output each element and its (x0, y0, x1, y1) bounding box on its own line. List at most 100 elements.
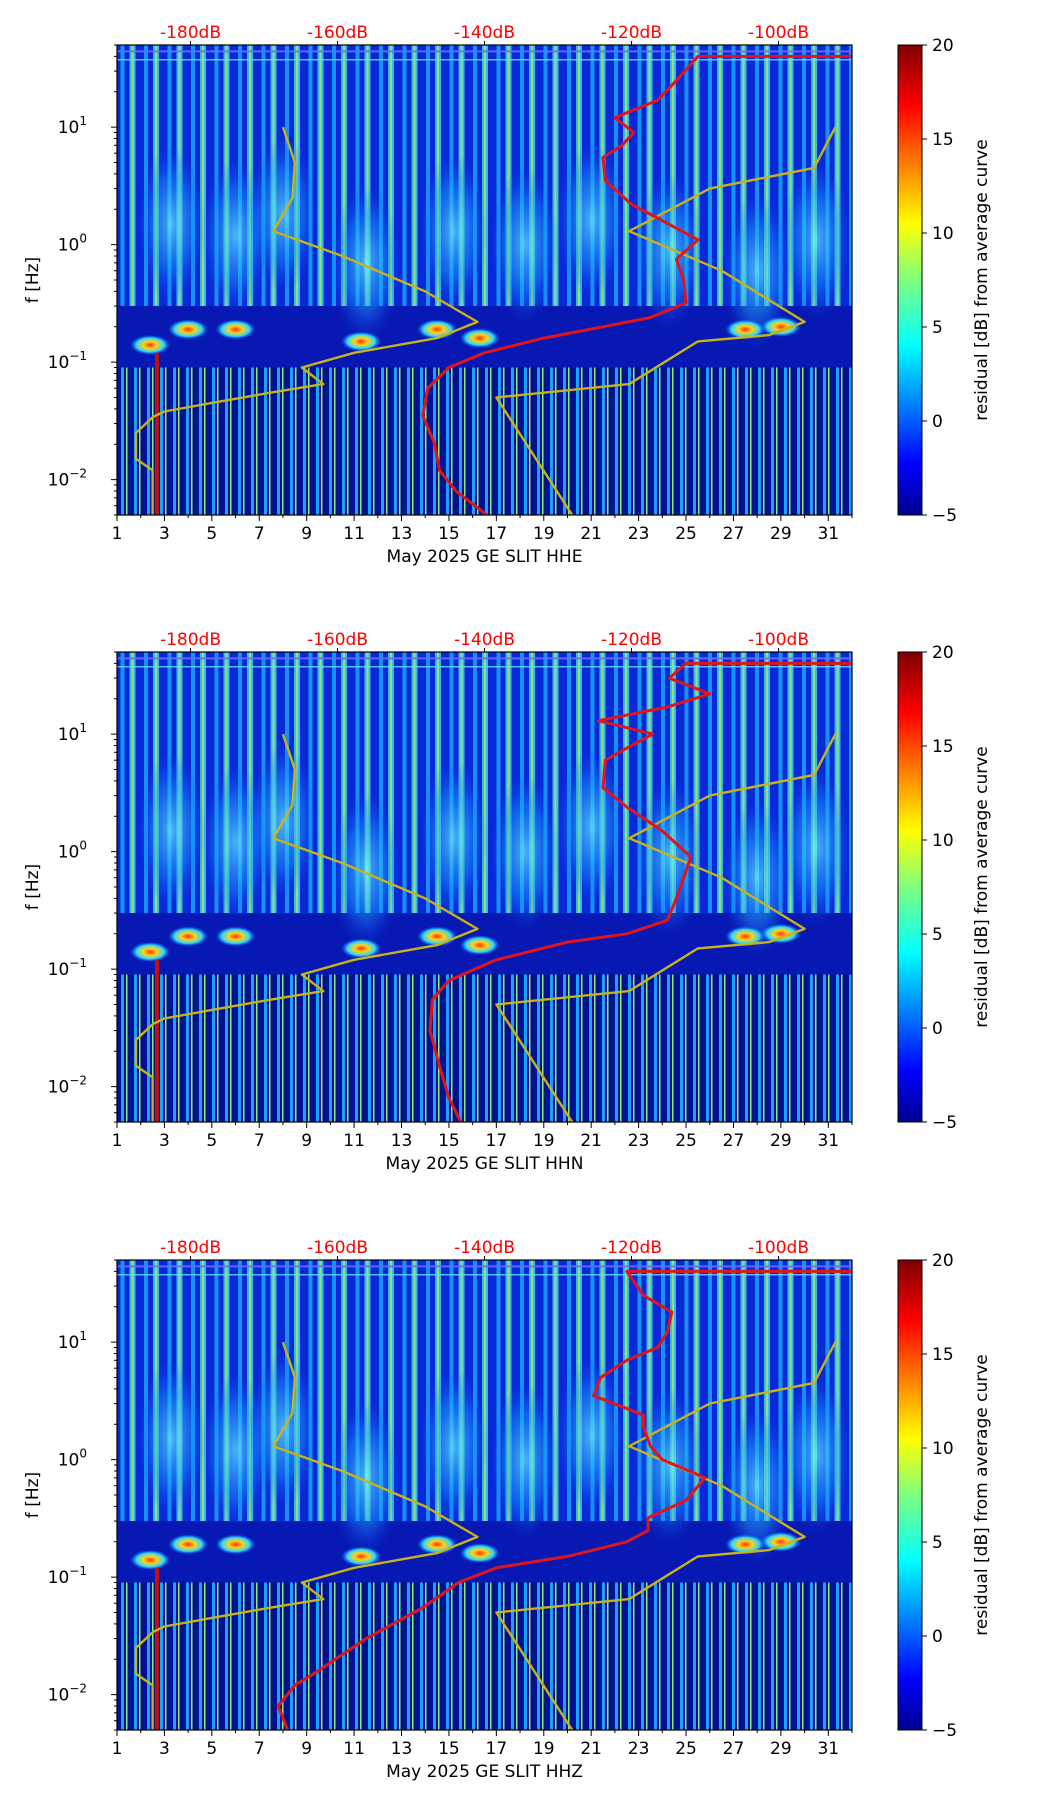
x-tick-label: 5 (206, 524, 217, 544)
y-tick-label: 101 (58, 1329, 87, 1353)
y-tick-label: 10−1 (48, 349, 87, 373)
x-tick-label: 1 (112, 1131, 123, 1151)
x-tick-label: 19 (533, 524, 555, 544)
top-axis-db-label: -180dB (160, 1238, 221, 1258)
heatmap-hotspot (130, 334, 171, 355)
colorbar-tick-label: 15 (932, 130, 954, 150)
y-tick-label: 10−2 (48, 1682, 87, 1706)
plot-area (117, 1260, 852, 1730)
x-tick-label: 15 (438, 1739, 460, 1759)
x-tick-label: 5 (206, 1739, 217, 1759)
y-tick-label: 10−1 (48, 1564, 87, 1588)
heatmap-hf-line (117, 59, 852, 61)
heatmap-hotspot (417, 926, 458, 947)
heatmap-hotspot (760, 316, 801, 337)
x-tick-label: 11 (343, 524, 365, 544)
x-tick-label: 5 (206, 1131, 217, 1151)
heatmap-event-plume (635, 1387, 704, 1544)
x-tick-label: 23 (628, 524, 650, 544)
x-axis-label: May 2025 GE SLIT HHZ (386, 1762, 583, 1782)
heatmap-lower-band (117, 1582, 852, 1730)
reference-curve (134, 733, 479, 1122)
x-tick-label: 13 (391, 524, 413, 544)
heatmap-hotspot (459, 328, 500, 349)
top-axis-db-label: -100dB (748, 630, 809, 650)
heatmap-event-plume (331, 791, 400, 948)
heatmap-hotspot (215, 926, 256, 947)
x-tick-label: 9 (301, 1739, 312, 1759)
heatmap-hotspot (215, 319, 256, 340)
colorbar-tick-label: 0 (932, 412, 943, 432)
heatmap-event-plume (723, 1407, 792, 1564)
colorbar-tick-label: −5 (932, 506, 957, 526)
x-tick-label: 23 (628, 1131, 650, 1151)
heatmap-event-plume (419, 153, 488, 310)
y-tick-label: 100 (58, 232, 87, 256)
x-tick-label: 31 (817, 1739, 839, 1759)
colorbar-tick-label: 10 (932, 1439, 954, 1459)
heatmap-hotspot (215, 1534, 256, 1555)
colorbar-tick-label: 20 (932, 1251, 954, 1271)
y-axis-label: f [Hz] (23, 1472, 43, 1518)
x-axis-label: May 2025 GE SLIT HHE (387, 547, 583, 567)
heatmap-event-plume (782, 768, 851, 925)
heatmap-event-plume (557, 749, 626, 906)
top-axis-db-label: -100dB (748, 1238, 809, 1258)
colorbar-tick-label: 5 (932, 1533, 943, 1553)
psd-curve (428, 661, 852, 1122)
x-tick-label: 1 (112, 524, 123, 544)
x-tick-label: 13 (391, 1739, 413, 1759)
heatmap-hotspot (459, 935, 500, 956)
x-tick-label: 27 (723, 524, 745, 544)
colorbar-tick-label: 0 (932, 1627, 943, 1647)
x-tick-label: 17 (486, 1739, 508, 1759)
x-tick-label: 21 (580, 524, 602, 544)
x-tick-label: 21 (580, 1131, 602, 1151)
x-tick-label: 7 (254, 1739, 265, 1759)
heatmap-hotspot (341, 1546, 382, 1567)
x-tick-label: 7 (254, 1131, 265, 1151)
x-tick-label: 17 (486, 524, 508, 544)
colorbar-tick-label: −5 (932, 1721, 957, 1741)
psd-curve (276, 1269, 852, 1730)
heatmap-hf-line (117, 657, 852, 660)
top-axis-db-label: -120dB (601, 630, 662, 650)
x-tick-label: 3 (159, 1131, 170, 1151)
x-tick-label: 15 (438, 1131, 460, 1151)
x-tick-label: 3 (159, 524, 170, 544)
heatmap-hotspot (168, 319, 209, 340)
x-tick-label: 23 (628, 1739, 650, 1759)
x-tick-label: 13 (391, 1131, 413, 1151)
x-tick-label: 27 (723, 1739, 745, 1759)
x-tick-label: 25 (675, 524, 697, 544)
heatmap-event-plume (137, 1360, 206, 1517)
x-tick-label: 19 (533, 1739, 555, 1759)
x-tick-label: 9 (301, 1131, 312, 1151)
top-axis-db-label: -140dB (454, 23, 515, 43)
colorbar-label: residual [dB] from average curve (972, 1354, 992, 1635)
colorbar-tick-label: 15 (932, 1345, 954, 1365)
reference-curve (134, 126, 479, 515)
heatmap-hotspot (130, 1549, 171, 1570)
reference-curve (495, 126, 837, 515)
heatmap-event-plume (331, 1399, 400, 1556)
heatmap-hotspot (168, 1534, 209, 1555)
x-tick-label: 25 (675, 1739, 697, 1759)
x-tick-label: 29 (770, 1131, 792, 1151)
top-axis-db-label: -160dB (307, 1238, 368, 1258)
heatmap-hotspot (341, 331, 382, 352)
x-tick-label: 1 (112, 1739, 123, 1759)
colorbar-label: residual [dB] from average curve (972, 746, 992, 1027)
heatmap-event-plume (137, 752, 206, 909)
heatmap-hotspot (725, 1534, 766, 1555)
reference-curve (134, 1341, 479, 1730)
reference-curve (495, 1341, 837, 1730)
heatmap-event-plume (419, 1368, 488, 1525)
y-axis-label: f [Hz] (23, 864, 43, 910)
colorbar-tick-label: 15 (932, 737, 954, 757)
heatmap-event-plume (331, 184, 400, 341)
heatmap-event-plume (782, 161, 851, 318)
plot-area (117, 652, 852, 1122)
